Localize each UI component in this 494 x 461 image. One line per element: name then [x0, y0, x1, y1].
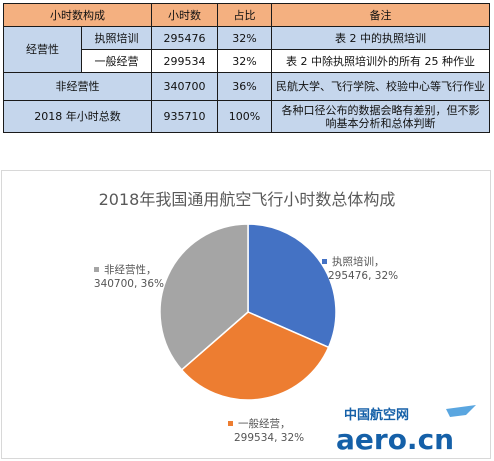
table-row: 经营性 执照培训 295476 32% 表 2 中的执照培训: [3, 26, 490, 73]
plane-wing-icon: [446, 405, 476, 417]
table-row: 2018 年小时总数 935710 100% 各种口径公布的数据会略有差别，但不…: [3, 100, 490, 133]
row-name: 一般经营: [81, 49, 152, 73]
label-swatch-1: [322, 259, 327, 264]
pie-labels: 执照培训， 295476, 32% 一般经营， 299534, 32% 非经营性， 340…: [94, 255, 398, 444]
chart-title: 2018年我国通用航空飞行小时数总体构成: [99, 190, 396, 209]
logo-cn-text: 中国航空网: [344, 407, 409, 423]
row-hours: 935710: [151, 100, 218, 133]
pie-chart: 2018年我国通用航空飞行小时数总体构成 执照培训， 295476, 32% 一般经…: [94, 190, 398, 444]
row-note: 表 2 中的执照培训: [271, 26, 490, 50]
row-note: 表 2 中除执照培训外的所有 25 种作业: [271, 49, 490, 73]
header-composition: 小时数构成: [3, 3, 152, 27]
table-header-row: 小时数构成 小时数 占比 备注: [3, 3, 490, 27]
row-percent: 32%: [217, 26, 272, 50]
row-name: 2018 年小时总数: [3, 100, 152, 133]
row-percent: 36%: [217, 72, 272, 101]
header-note: 备注: [271, 3, 490, 27]
pie-slice-3: [159, 223, 249, 371]
hours-composition-table: 小时数构成 小时数 占比 备注 经营性 执照培训 295476 32% 表 2 …: [3, 3, 490, 133]
aero-cn-logo: 中国航空网 aero.cn: [336, 405, 476, 455]
chart-frame: [1, 170, 491, 459]
header-percent: 占比: [217, 3, 272, 27]
row-note: 各种口径公布的数据会略有差别，但不影 响基本分析和总体判断: [271, 100, 490, 133]
row-name: 执照培训: [81, 26, 152, 50]
row-hours: 295476: [151, 26, 218, 50]
row-name: 非经营性: [3, 72, 152, 101]
row-hours: 299534: [151, 49, 218, 73]
label-swatch-3: [94, 267, 99, 272]
slice-label-value-1: 295476, 32%: [328, 270, 398, 282]
row-percent: 100%: [217, 100, 272, 133]
row-percent: 32%: [217, 49, 272, 73]
slice-label-value-3: 340700, 36%: [94, 278, 164, 290]
table-row: 一般经营 299534 32% 表 2 中除执照培训外的所有 25 种作业: [4, 49, 490, 73]
row-note-line-1: 各种口径公布的数据会略有差别，但不影: [281, 103, 480, 117]
row-note: 民航大学、飞行学院、校验中心等飞行作业: [271, 72, 490, 101]
slice-label-name-3: 非经营性，: [104, 263, 157, 276]
row-hours: 340700: [151, 72, 218, 101]
slice-label-name-1: 执照培训，: [332, 255, 385, 268]
pie-slice-2: [180, 311, 330, 401]
table-row: 非经营性 340700 36% 民航大学、飞行学院、校验中心等飞行作业: [3, 72, 490, 101]
logo-en-text: aero.cn: [336, 423, 454, 455]
group-label-commercial: 经营性: [3, 26, 82, 73]
row-note-line-2: 响基本分析和总体判断: [325, 116, 436, 130]
slice-label-value-2: 299534, 32%: [234, 432, 304, 444]
header-hours: 小时数: [151, 3, 218, 27]
slice-label-name-2: 一般经营，: [238, 417, 291, 430]
pie-slice-1: [247, 223, 337, 349]
label-swatch-2: [228, 421, 233, 426]
pie-slices: [159, 223, 337, 401]
